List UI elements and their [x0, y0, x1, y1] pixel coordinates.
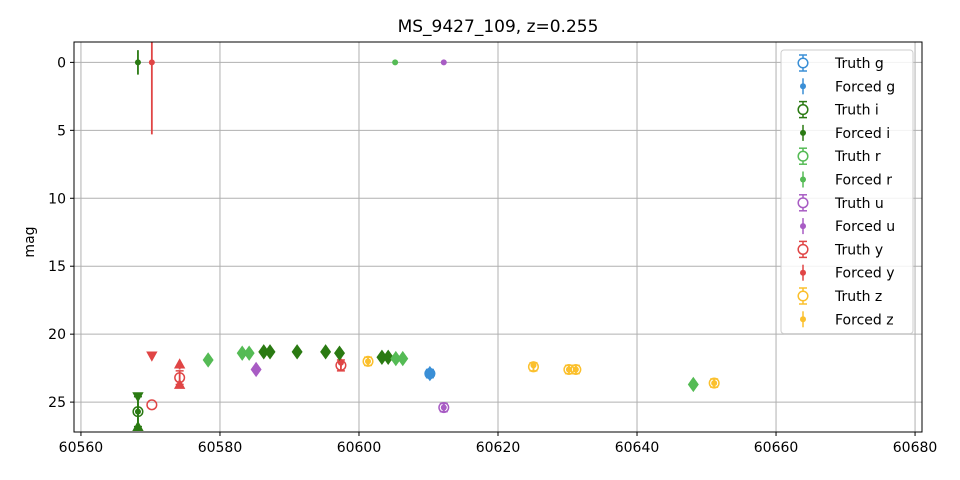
- diamond-marker-r: [243, 345, 255, 361]
- legend-label: Forced u: [835, 219, 895, 235]
- triangle-up-marker-y: [173, 358, 186, 369]
- legend-truth-marker: [797, 57, 809, 69]
- legend-label: Truth g: [834, 56, 884, 72]
- x-tick-label: 60640: [615, 440, 660, 456]
- legend-truth-marker: [797, 197, 809, 209]
- legend-forced-marker: [800, 316, 806, 323]
- legend-label: Truth i: [834, 103, 879, 119]
- forced-point-z: [572, 366, 579, 373]
- y-axis-label: mag: [22, 226, 38, 257]
- truth-point-z: [362, 355, 374, 367]
- x-tick-label: 60580: [198, 440, 243, 456]
- triangle-up-marker-i: [132, 420, 144, 431]
- triangle-down-marker-i: [132, 392, 144, 403]
- diamond-marker-r: [202, 352, 214, 368]
- truth-point-y: [146, 399, 158, 411]
- legend-truth-marker: [797, 150, 809, 162]
- forced-point-u: [440, 59, 447, 66]
- legend-label: Truth z: [834, 289, 882, 305]
- x-tick-label: 60620: [476, 440, 521, 456]
- legend-label: Truth y: [834, 242, 883, 258]
- forced-point-i: [134, 59, 141, 66]
- diamond-marker-i: [264, 344, 276, 360]
- diamond-marker-r: [687, 376, 699, 393]
- legend-label: Truth u: [834, 196, 884, 212]
- legend-label: Truth r: [834, 149, 881, 165]
- y-tick-label: 20: [48, 327, 66, 343]
- y-tick-label: 15: [48, 259, 66, 275]
- legend-label: Forced r: [835, 173, 892, 189]
- triangle-up-marker-y: [173, 378, 186, 389]
- triangle-down-marker-y: [146, 351, 158, 362]
- legend: Truth g Forced g Truth i Forced i Truth r For…: [780, 49, 914, 335]
- forced-point-z: [530, 362, 537, 369]
- x-tick-label: 60600: [337, 440, 382, 456]
- legend-truth-marker: [797, 243, 809, 255]
- legend-forced-marker: [800, 129, 806, 136]
- plot-frame: [73, 41, 923, 433]
- forced-point-z: [365, 358, 372, 365]
- data-points: [132, 42, 720, 431]
- diamond-marker-i: [291, 344, 303, 360]
- legend-truth-marker: [797, 104, 809, 116]
- forced-point-y: [148, 59, 155, 66]
- diamond-marker-r: [397, 350, 409, 367]
- axis-ticks: 60560 60580 60600 60620 60640 60660 60680 0 5 10 1…: [48, 55, 937, 456]
- diamond-marker-i: [382, 349, 394, 365]
- y-tick-label: 5: [57, 123, 66, 139]
- x-tick-label: 60680: [893, 440, 938, 456]
- legend-label: Forced g: [835, 79, 895, 95]
- legend-box: [780, 49, 914, 335]
- legend-truth-marker: [797, 290, 809, 302]
- diamond-marker-u: [250, 361, 262, 378]
- legend-forced-marker: [800, 176, 806, 183]
- forced-point-i: [134, 408, 141, 415]
- forced-point-y: [337, 359, 344, 366]
- diamond-marker-i: [320, 344, 332, 360]
- truth-point-z: [708, 377, 720, 389]
- legend-label: Forced i: [835, 126, 890, 142]
- y-tick-label: 25: [48, 395, 66, 411]
- y-tick-label: 0: [57, 55, 66, 71]
- legend-label: Forced z: [835, 312, 894, 328]
- forced-point-z: [711, 380, 718, 387]
- x-tick-label: 60660: [754, 440, 799, 456]
- diamond-marker-i: [334, 345, 346, 361]
- truth-point-u: [438, 401, 450, 414]
- forced-point-r: [392, 59, 399, 66]
- legend-forced-marker: [800, 223, 806, 230]
- legend-forced-marker: [800, 83, 806, 90]
- forced-point-u: [440, 404, 447, 411]
- forced-point-z: [565, 366, 572, 373]
- y-tick-label: 10: [48, 191, 66, 207]
- legend-label: Forced y: [835, 266, 895, 282]
- diamond-marker-g: [424, 365, 436, 382]
- legend-forced-marker: [800, 269, 806, 276]
- chart-title: MS_9427_109, z=0.255: [398, 17, 599, 37]
- x-tick-label: 60560: [59, 440, 104, 456]
